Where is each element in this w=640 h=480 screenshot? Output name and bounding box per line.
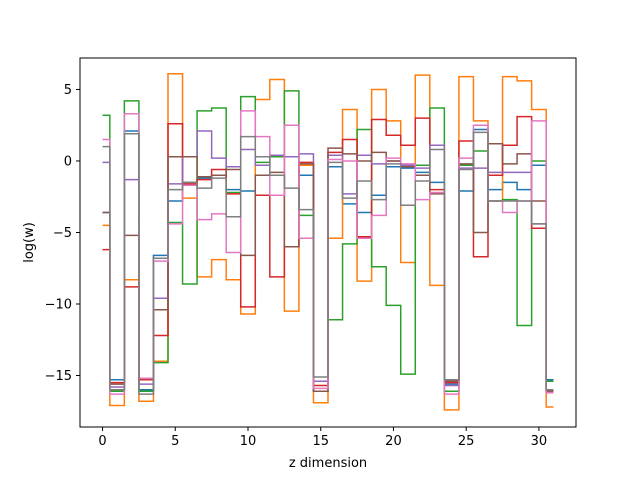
y-axis-label: log(w) — [22, 222, 37, 263]
y-tick-label: −15 — [45, 369, 72, 384]
plot-frame — [79, 57, 577, 428]
series-line-5 — [102, 143, 554, 392]
y-axis-ticks: −15 −10 −5 0 5 — [45, 83, 80, 384]
y-tick-label: −5 — [53, 226, 72, 241]
x-axis-ticks: 0 5 10 15 20 25 30 — [98, 427, 547, 449]
x-tick-label: 10 — [240, 434, 257, 449]
x-tick-label: 5 — [171, 434, 179, 449]
x-tick-label: 0 — [98, 434, 106, 449]
x-tick-label: 25 — [458, 434, 475, 449]
y-tick-label: 0 — [64, 154, 72, 169]
series-layer — [102, 72, 554, 411]
y-tick-label: 5 — [64, 83, 72, 98]
series-line-7 — [102, 131, 554, 395]
x-tick-label: 15 — [312, 434, 329, 449]
y-tick-label: −10 — [45, 298, 72, 313]
x-axis-label: z dimension — [289, 456, 367, 471]
x-tick-label: 30 — [531, 434, 548, 449]
x-tick-label: 20 — [385, 434, 402, 449]
